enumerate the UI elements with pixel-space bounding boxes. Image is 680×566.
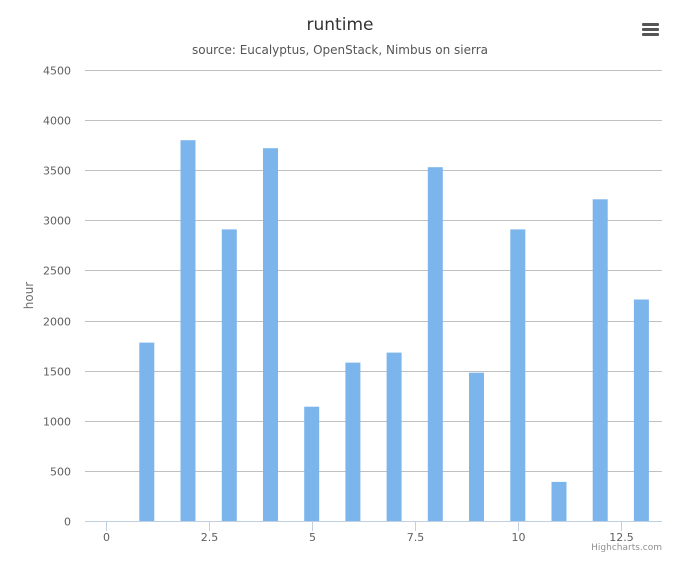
y-tick-label: 1000 xyxy=(43,416,71,429)
bar[interactable] xyxy=(551,481,567,521)
bar[interactable] xyxy=(345,362,361,521)
bar[interactable] xyxy=(510,229,526,521)
x-tick-label: 7.5 xyxy=(407,531,425,544)
y-tick-label: 2500 xyxy=(43,265,71,278)
bar[interactable] xyxy=(592,199,608,522)
bar[interactable] xyxy=(304,406,320,521)
y-tick-label: 3500 xyxy=(43,165,71,178)
bar[interactable] xyxy=(180,140,196,521)
y-tick-label: 1500 xyxy=(43,366,71,379)
y-tick-label: 3000 xyxy=(43,215,71,228)
chart-subtitle: source: Eucalyptus, OpenStack, Nimbus on… xyxy=(191,43,489,57)
hamburger-menu-icon[interactable] xyxy=(639,20,663,40)
bar[interactable] xyxy=(386,352,402,521)
bar[interactable] xyxy=(469,372,484,521)
bar[interactable] xyxy=(633,299,649,522)
credits-link[interactable]: Highcharts.com xyxy=(591,543,662,553)
x-tick-label: 10 xyxy=(512,531,526,544)
chart-title: runtime xyxy=(306,15,374,35)
y-tick-label: 500 xyxy=(50,466,71,479)
x-tick-label: 0 xyxy=(103,531,110,544)
bar[interactable] xyxy=(139,342,155,521)
bar[interactable] xyxy=(221,229,237,521)
y-tick-label: 0 xyxy=(64,516,71,529)
x-tick-label: 2.5 xyxy=(201,531,219,544)
x-tick-label: 5 xyxy=(309,531,316,544)
y-tick-label: 4500 xyxy=(43,65,71,78)
bar[interactable] xyxy=(427,167,443,521)
x-tick-label: 12.5 xyxy=(609,531,634,544)
y-tick-label: 2000 xyxy=(43,316,71,329)
bar[interactable] xyxy=(263,148,278,521)
y-axis-title: hour xyxy=(22,282,36,310)
y-tick-label: 4000 xyxy=(43,115,71,128)
